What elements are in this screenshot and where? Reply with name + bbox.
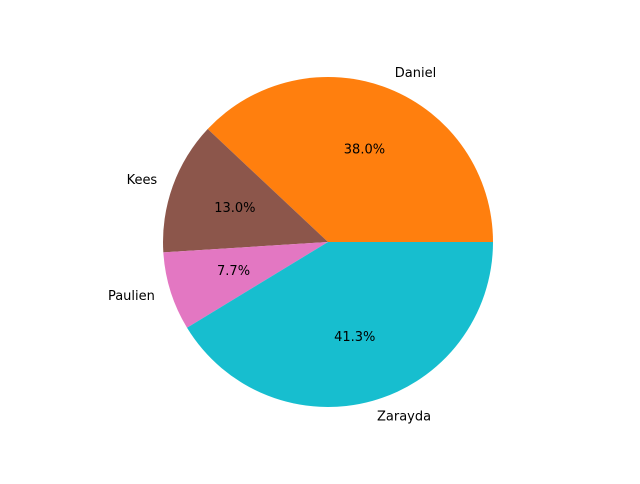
- slice-percent-paulien: 7.7%: [217, 264, 250, 279]
- slice-percent-daniel: 38.0%: [344, 142, 385, 157]
- slice-label-paulien: Paulien: [108, 289, 155, 304]
- slice-label-zarayda: Zarayda: [377, 409, 431, 424]
- pie-slices: [163, 77, 494, 408]
- slice-label-daniel: Daniel: [395, 66, 436, 81]
- pie-slice-paulien: [163, 242, 328, 328]
- slice-label-kees: Kees: [127, 173, 158, 188]
- pie-slice-kees: [163, 129, 328, 253]
- pie-labels: Daniel 38.0% Kees 13.0% Paulien 7.7% Zarayda 41…: [108, 66, 436, 425]
- slice-percent-kees: 13.0%: [214, 201, 255, 216]
- slice-percent-zarayda: 41.3%: [334, 330, 375, 345]
- pie-slice-daniel: [207, 77, 493, 242]
- pie-slice-zarayda: [187, 242, 494, 408]
